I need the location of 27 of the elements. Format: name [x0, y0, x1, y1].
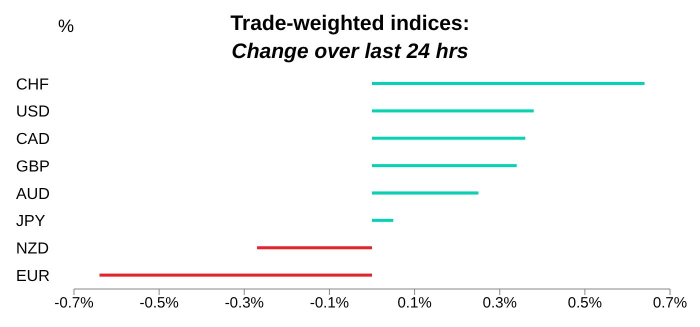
- bar: [372, 164, 517, 168]
- chart-title: Trade-weighted indices:: [230, 12, 470, 35]
- bar: [100, 274, 372, 277]
- y-tick-label: CHF: [16, 76, 50, 94]
- bar: [372, 218, 394, 222]
- y-tick-label: NZD: [16, 240, 49, 258]
- bar: [257, 246, 372, 250]
- bar: [372, 136, 526, 140]
- bar: [372, 109, 534, 112]
- x-tick-label: 0.7%: [652, 294, 688, 312]
- x-tick-label: 0.1%: [397, 294, 432, 312]
- x-tick-label: -0.5%: [140, 294, 179, 312]
- y-tick-label: JPY: [16, 213, 46, 230]
- x-tick-label: 0.5%: [568, 294, 602, 312]
- y-tick-label: AUD: [16, 186, 50, 203]
- y-tick-label: GBP: [16, 158, 50, 176]
- y-tick-label: EUR: [16, 268, 50, 285]
- y-tick-label: USD: [16, 104, 50, 121]
- x-tick-label: -0.1%: [310, 294, 350, 312]
- x-tick-label: -0.3%: [224, 294, 264, 312]
- x-tick-label: 0.3%: [482, 294, 517, 312]
- y-axis-title: %: [58, 16, 74, 37]
- bar: [372, 192, 478, 194]
- bar: [372, 82, 644, 85]
- x-tick-label: -0.7%: [54, 294, 94, 312]
- y-tick-label: CAD: [16, 131, 50, 148]
- chart-subtitle: Change over last 24 hrs: [230, 39, 470, 65]
